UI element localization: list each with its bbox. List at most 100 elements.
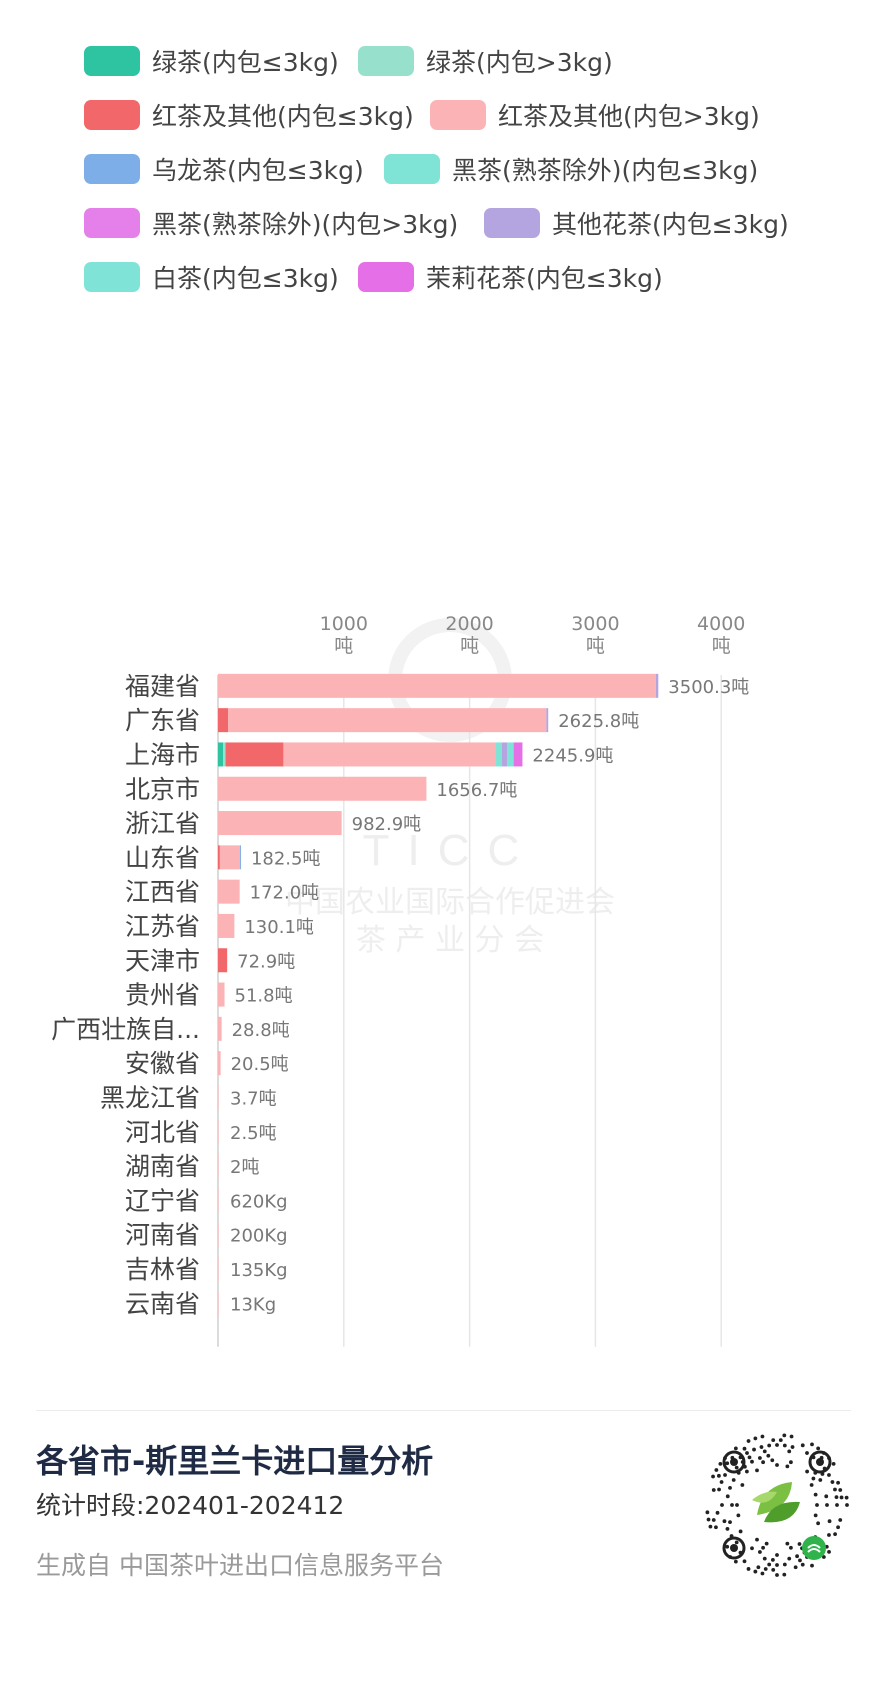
legend-swatch [358,262,414,292]
data-label: 72.9吨 [237,951,295,972]
footer-period: 统计时段:202401-202412 [36,1491,345,1520]
data-label: 2625.8吨 [558,711,639,732]
y-tick-label: 北京市 [125,775,200,804]
bar-segment [223,742,226,767]
bar-segment [546,708,549,733]
x-tick-label: 3000 [571,613,619,635]
x-tick-label: 4000 [697,613,745,635]
y-tick-label: 云南省 [125,1289,200,1318]
legend-label: 白茶(内包≤3kg) [152,264,339,293]
y-tick-label: 辽宁省 [125,1186,200,1215]
legend-item[interactable]: 绿茶(内包>3kg) [358,44,613,78]
y-tick-label: 浙江省 [125,809,200,838]
y-tick-label: 江苏省 [125,912,200,941]
y-tick-label: 江西省 [125,878,200,907]
legend-item[interactable]: 黑茶(熟茶除外)(内包>3kg) [84,206,458,240]
y-tick-label: 黑龙江省 [100,1083,200,1112]
legend-label: 红茶及其他(内包≤3kg) [152,102,414,131]
watermark-text: TICC [363,826,538,875]
data-label: 20.5吨 [231,1054,289,1075]
legend-label: 乌龙茶(内包≤3kg) [152,156,364,185]
legend-item[interactable]: 红茶及其他(内包>3kg) [430,98,760,132]
watermark-text: 中国农业国际合作促进会 [285,885,615,920]
bar-segment [225,742,284,767]
data-label: 2吨 [230,1157,259,1178]
y-tick-label: 贵州省 [125,981,200,1010]
data-label: 1656.7吨 [436,780,517,801]
bar-segment [218,811,342,836]
y-tick-label: 河南省 [125,1221,200,1250]
x-tick-unit: 吨 [586,635,605,657]
legend-label: 绿茶(内包>3kg) [426,48,613,77]
y-tick-label: 天津市 [125,946,200,975]
data-label: 3500.3吨 [668,677,749,698]
bar-segment [218,845,220,870]
watermark-text: 茶 产 业 分 会 [356,923,544,958]
legend-item[interactable]: 其他花茶(内包≤3kg) [484,206,789,240]
y-tick-label: 安徽省 [125,1049,200,1078]
bar-segment [218,913,235,938]
bar-segment [240,845,241,870]
y-tick-label: 河北省 [125,1118,200,1147]
bar-segment [283,742,497,767]
data-label: 2245.9吨 [532,745,613,766]
bar-segment [218,1256,219,1281]
y-tick-label: 吉林省 [125,1255,200,1284]
data-label: 135Kg [230,1260,288,1281]
bar-segment [218,1188,219,1213]
data-label: 130.1吨 [244,917,314,938]
legend-swatch [84,46,140,76]
legend-item[interactable]: 茉莉花茶(内包≤3kg) [358,260,663,294]
legend-swatch [358,46,414,76]
footer-divider [36,1410,851,1411]
data-label: 172.0吨 [250,883,320,904]
bar-segment [218,708,229,733]
data-label: 28.8吨 [232,1020,290,1041]
bar-segment [513,742,523,767]
data-label: 13Kg [230,1294,276,1315]
x-tick-unit: 吨 [712,635,731,657]
x-tick-label: 1000 [320,613,368,635]
y-tick-label: 广西壮族自... [51,1015,200,1044]
legend-label: 其他花茶(内包≤3kg) [552,210,789,239]
x-tick-unit: 吨 [460,635,479,657]
data-label: 200Kg [230,1226,288,1247]
bar-segment [218,742,224,767]
legend-swatch [84,208,140,238]
legend-label: 黑茶(熟茶除外)(内包≤3kg) [452,156,759,185]
x-tick-label: 2000 [445,613,493,635]
data-label: 51.8吨 [235,986,293,1007]
legend-swatch [84,100,140,130]
y-tick-label: 福建省 [125,672,200,701]
bar-segment [655,673,659,698]
x-tick-unit: 吨 [334,635,353,657]
legend-item[interactable]: 白茶(内包≤3kg) [84,260,339,294]
legend-item[interactable]: 黑茶(熟茶除外)(内包≤3kg) [384,152,758,186]
legend-item[interactable]: 绿茶(内包≤3kg) [84,44,339,78]
bar-segment [228,708,547,733]
bar-segment [218,1119,219,1144]
y-tick-label: 上海市 [125,740,200,769]
legend-item[interactable]: 乌龙茶(内包≤3kg) [84,152,364,186]
footer-title: 各省市-斯里兰卡进口量分析 [36,1442,434,1480]
bar-segment [218,1291,219,1316]
data-label: 620Kg [230,1191,288,1212]
legend-swatch [384,154,440,184]
y-tick-label: 山东省 [125,843,200,872]
legend-label: 红茶及其他(内包>3kg) [498,102,760,131]
bar-segment [218,879,240,904]
bar-segment [501,742,508,767]
bar-segment [219,845,241,870]
footer-source: 生成自 中国茶叶进出口信息服务平台 [36,1551,444,1580]
y-tick-label: 广东省 [125,706,200,735]
data-label: 182.5吨 [251,848,321,869]
data-label: 2.5吨 [230,1123,277,1144]
qr-code-icon[interactable] [702,1430,852,1580]
bar-segment [496,742,502,767]
bar-segment [218,1154,219,1179]
bar-segment [218,1051,221,1076]
legend-item[interactable]: 红茶及其他(内包≤3kg) [84,98,414,132]
bar-segment [218,1085,219,1110]
legend-label: 黑茶(熟茶除外)(内包>3kg) [152,210,459,239]
